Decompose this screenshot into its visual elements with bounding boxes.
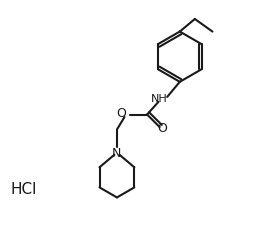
Text: HCl: HCl (11, 183, 37, 197)
Text: NH: NH (151, 94, 168, 104)
Text: N: N (112, 147, 122, 160)
Text: O: O (116, 107, 126, 120)
Text: O: O (157, 122, 167, 135)
